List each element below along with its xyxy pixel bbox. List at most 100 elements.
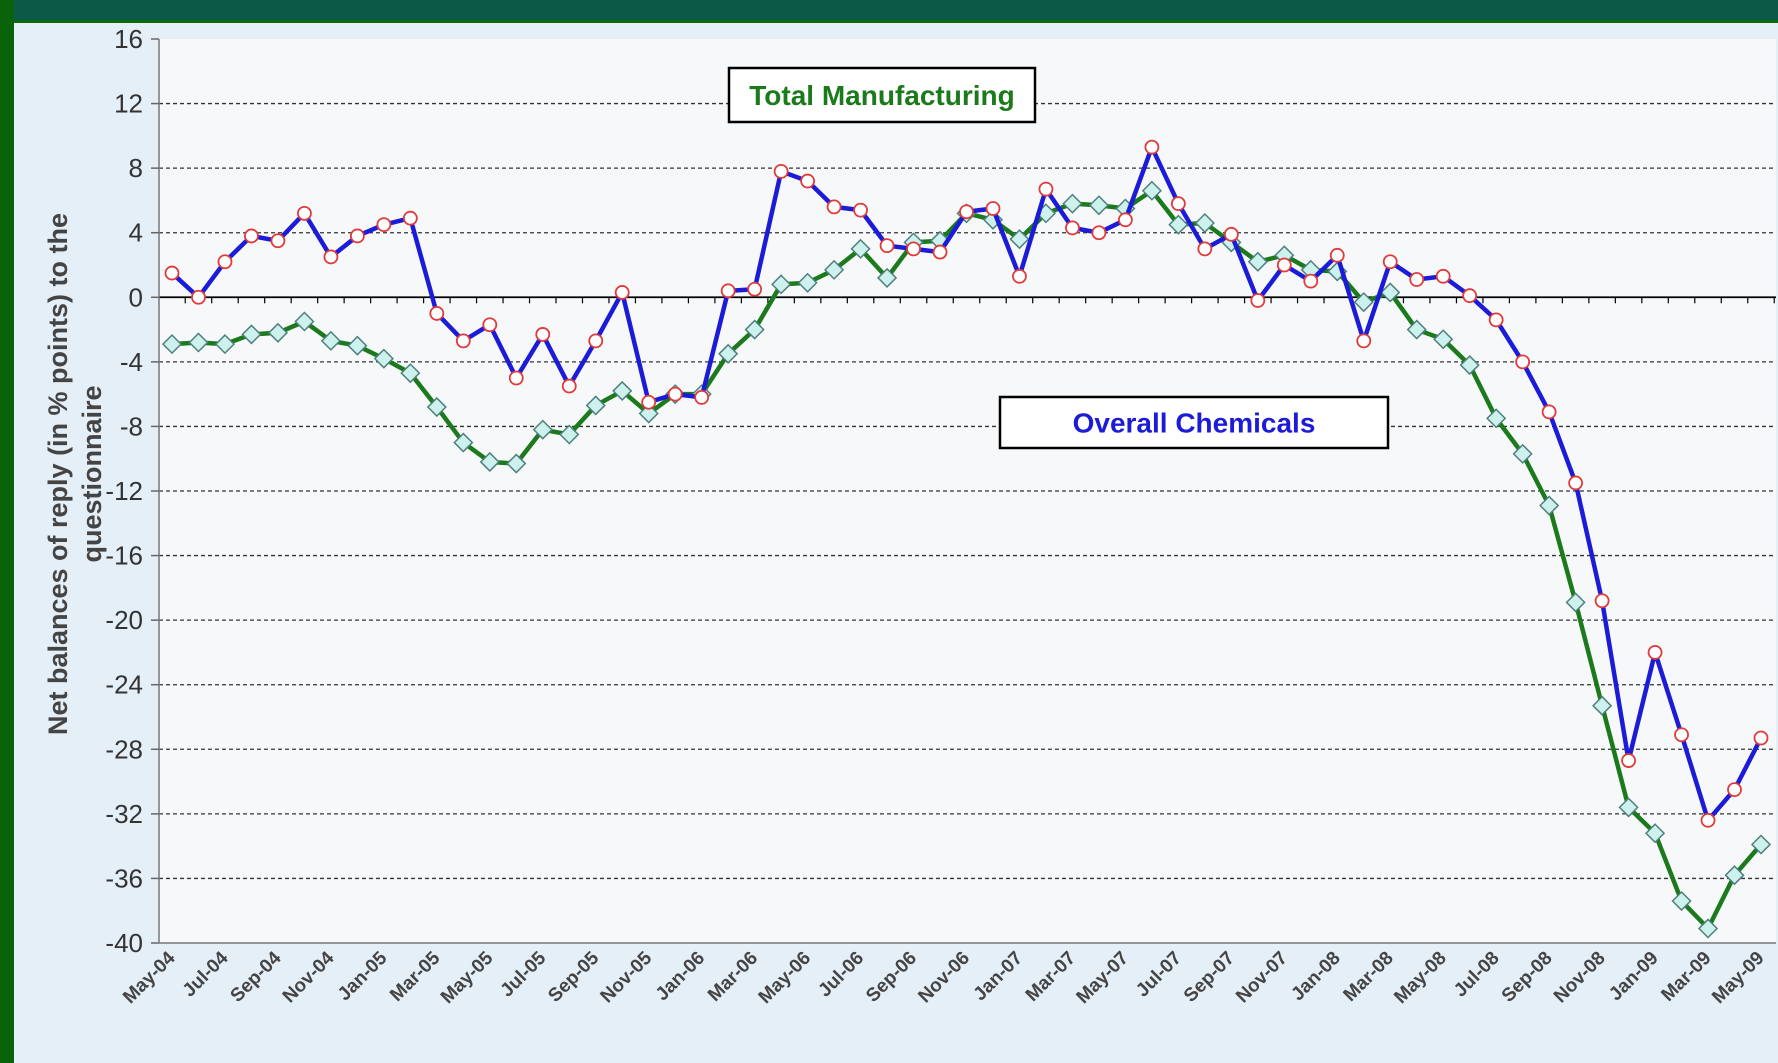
- marker: [559, 424, 580, 445]
- marker: [1091, 225, 1107, 241]
- marker: [1724, 865, 1745, 886]
- marker: [479, 451, 500, 473]
- marker: [191, 289, 206, 305]
- marker: [1512, 443, 1533, 464]
- marker: [1250, 293, 1266, 308]
- marker: [402, 210, 418, 226]
- x-tick-label: May-05: [437, 947, 498, 1008]
- x-tick-label: May-06: [755, 948, 815, 1008]
- marker: [297, 205, 312, 221]
- marker: [373, 348, 394, 369]
- marker: [718, 343, 739, 364]
- x-tick-label: Jan-07: [970, 948, 1027, 1005]
- y-tick-label: -32: [105, 799, 143, 829]
- marker: [1674, 727, 1689, 743]
- marker: [1409, 272, 1425, 287]
- marker: [1515, 354, 1531, 370]
- marker: [214, 334, 236, 355]
- legend-label: Total Manufacturing: [749, 80, 1014, 111]
- y-tick-label: -24: [105, 670, 143, 700]
- y-tick-label: -16: [105, 541, 143, 571]
- x-tick-label: Jan-09: [1605, 948, 1662, 1005]
- marker: [1062, 193, 1083, 214]
- marker: [1488, 312, 1504, 328]
- marker: [1009, 229, 1030, 250]
- marker: [270, 233, 286, 249]
- marker: [161, 334, 183, 355]
- x-tick-label: Nov-08: [1550, 948, 1610, 1008]
- x-tick-label: Sep-07: [1180, 948, 1239, 1007]
- marker: [1459, 355, 1480, 376]
- marker: [1486, 408, 1507, 429]
- marker: [429, 306, 445, 321]
- marker: [1671, 890, 1692, 912]
- marker: [638, 403, 659, 424]
- x-tick-label: Jan-08: [1287, 948, 1344, 1005]
- marker: [1645, 823, 1666, 844]
- marker: [959, 204, 974, 220]
- marker: [400, 363, 421, 384]
- marker: [506, 453, 527, 474]
- marker: [1406, 319, 1427, 340]
- marker: [1356, 333, 1372, 349]
- marker: [1647, 645, 1663, 660]
- x-tick-label: Mar-09: [1657, 948, 1715, 1006]
- marker: [667, 386, 683, 402]
- x-tick-label: Nov-07: [1232, 948, 1292, 1008]
- x-tick-label: Sep-06: [862, 948, 921, 1007]
- x-tick-label: Jul-06: [814, 948, 868, 1002]
- marker: [1088, 195, 1109, 216]
- marker: [1276, 257, 1292, 273]
- marker: [267, 322, 288, 343]
- marker: [985, 201, 1001, 216]
- marker: [426, 396, 447, 418]
- marker: [797, 272, 818, 293]
- x-tick-label: Jan-05: [334, 947, 392, 1005]
- marker: [1539, 495, 1560, 516]
- marker: [294, 311, 315, 332]
- top-bar: [0, 0, 1778, 23]
- x-tick-label: Jan-06: [652, 948, 709, 1005]
- marker: [747, 281, 763, 297]
- y-tick-label: -36: [105, 863, 143, 893]
- marker: [800, 173, 815, 189]
- marker: [1727, 782, 1742, 798]
- marker: [1353, 292, 1374, 313]
- y-tick-label: 8: [129, 153, 143, 183]
- marker: [1197, 241, 1213, 257]
- marker: [1621, 753, 1636, 768]
- marker: [906, 241, 921, 257]
- marker: [744, 319, 765, 340]
- marker: [932, 244, 948, 260]
- x-tick-label: Nov-05: [597, 947, 657, 1007]
- marker: [1170, 196, 1186, 212]
- marker: [1012, 268, 1027, 284]
- marker: [1329, 247, 1345, 263]
- marker: [1541, 404, 1557, 420]
- y-tick-label: -8: [120, 411, 143, 441]
- marker: [1753, 730, 1769, 746]
- marker: [1247, 251, 1268, 272]
- x-tick-label: May-08: [1390, 948, 1450, 1008]
- marker: [1303, 273, 1319, 289]
- marker: [720, 283, 736, 299]
- marker: [1144, 139, 1160, 155]
- x-tick-label: Mar-08: [1340, 948, 1398, 1006]
- marker: [217, 254, 233, 270]
- marker: [1435, 268, 1451, 284]
- marker: [561, 378, 577, 394]
- legend-label: Overall Chemicals: [1073, 408, 1316, 439]
- marker: [347, 335, 368, 356]
- legend-box: [727, 66, 1037, 124]
- marker: [453, 432, 474, 453]
- y-tick-label: -12: [105, 476, 143, 506]
- x-tick-label: May-09: [1708, 948, 1768, 1008]
- marker: [826, 199, 842, 215]
- marker: [241, 324, 262, 345]
- marker: [1433, 329, 1454, 350]
- x-tick-label: Jul-04: [179, 947, 233, 1001]
- marker: [1038, 181, 1054, 197]
- x-tick-label: Mar-06: [704, 948, 762, 1006]
